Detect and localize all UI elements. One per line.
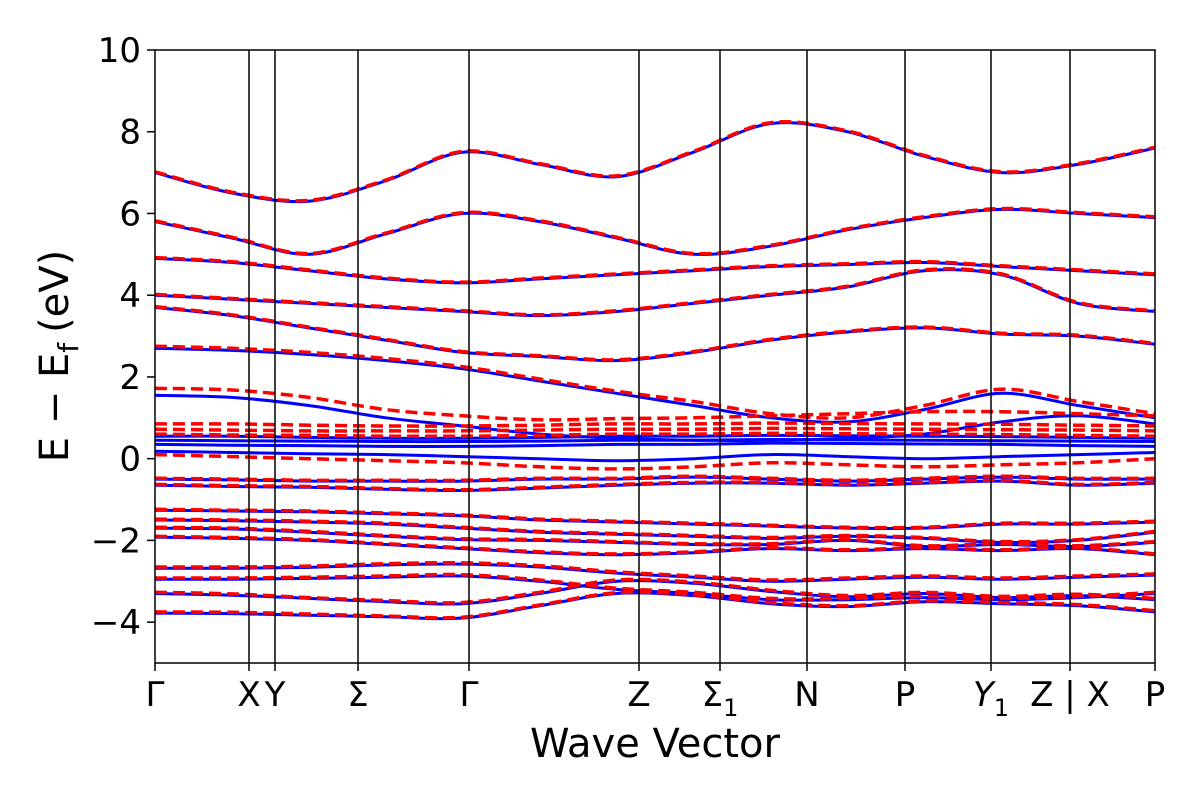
x-axis-label: Wave Vector bbox=[530, 721, 781, 767]
x-tick-label: Z | X bbox=[1030, 675, 1110, 715]
x-tick-label: Γ bbox=[146, 675, 165, 715]
y-axis-label-subscript: f bbox=[52, 342, 85, 353]
svg-text:E − Ef(eV): E − Ef (eV) bbox=[32, 250, 85, 463]
y-tick-label: 2 bbox=[119, 358, 141, 398]
y-axis-label-main: E − E bbox=[32, 353, 78, 463]
solid-band-line bbox=[155, 441, 1155, 448]
solid-band-line bbox=[155, 579, 1155, 606]
x-tick-label: Γ bbox=[460, 675, 479, 715]
dashed-band-line bbox=[155, 119, 1155, 203]
solid-band-line bbox=[155, 346, 1155, 424]
kpoint-separators bbox=[248, 50, 1071, 663]
x-tick-label: Z bbox=[627, 675, 650, 715]
solid-band-line bbox=[155, 256, 1155, 285]
solid-band-line bbox=[155, 574, 1155, 602]
dashed-band-line bbox=[155, 474, 1155, 483]
y-tick-label: 4 bbox=[119, 276, 141, 316]
x-tick-label: Σ bbox=[347, 675, 368, 715]
solid-band-line bbox=[155, 449, 1155, 463]
dashed-band-line bbox=[155, 525, 1155, 548]
x-tick-label: X bbox=[237, 675, 260, 715]
x-tick-label: N bbox=[794, 675, 819, 715]
y-tick-label: −2 bbox=[91, 521, 141, 561]
dashed-band-line bbox=[155, 304, 1155, 362]
dashed-band-line bbox=[155, 421, 1155, 428]
x-tick-label: Y1 bbox=[973, 675, 1009, 722]
x-axis-ticks: Γ X Y Σ Γ Z Σ1 N P Y1 Z | X P bbox=[146, 663, 1166, 722]
dashed-band-line bbox=[155, 478, 1155, 492]
plot-frame bbox=[154, 49, 1156, 664]
dashed-band-line bbox=[155, 267, 1155, 317]
y-tick-label: 0 bbox=[119, 440, 141, 480]
y-tick-label: 10 bbox=[98, 31, 141, 71]
dashed-band-line bbox=[155, 452, 1155, 471]
dashed-band-line bbox=[155, 206, 1155, 256]
y-tick-label: 6 bbox=[119, 194, 141, 234]
y-axis-label: E − Ef (eV) bbox=[32, 250, 85, 463]
x-tick-label: P bbox=[1145, 675, 1166, 715]
dashed-band-line bbox=[155, 507, 1155, 530]
dashed-band-line bbox=[155, 426, 1155, 433]
dashed-band-line bbox=[155, 534, 1155, 556]
y-tick-label: −4 bbox=[91, 603, 141, 643]
dashed-band-line bbox=[155, 431, 1155, 439]
solid-band-line bbox=[155, 433, 1155, 440]
x-tick-label: P bbox=[895, 675, 916, 715]
dashed-band-line bbox=[155, 517, 1155, 544]
x-tick-label: Σ1 bbox=[702, 675, 739, 722]
solid-band-line bbox=[155, 591, 1155, 621]
y-axis-ticks: −4 −2 0 2 4 6 8 10 bbox=[91, 31, 155, 643]
dashed-bands bbox=[155, 119, 1155, 620]
dashed-band-line bbox=[155, 344, 1155, 420]
y-axis-label-unit: (eV) bbox=[32, 250, 78, 333]
y-tick-label: 8 bbox=[119, 113, 141, 153]
dashed-band-line bbox=[155, 561, 1155, 582]
x-tick-label: Y bbox=[264, 675, 286, 715]
